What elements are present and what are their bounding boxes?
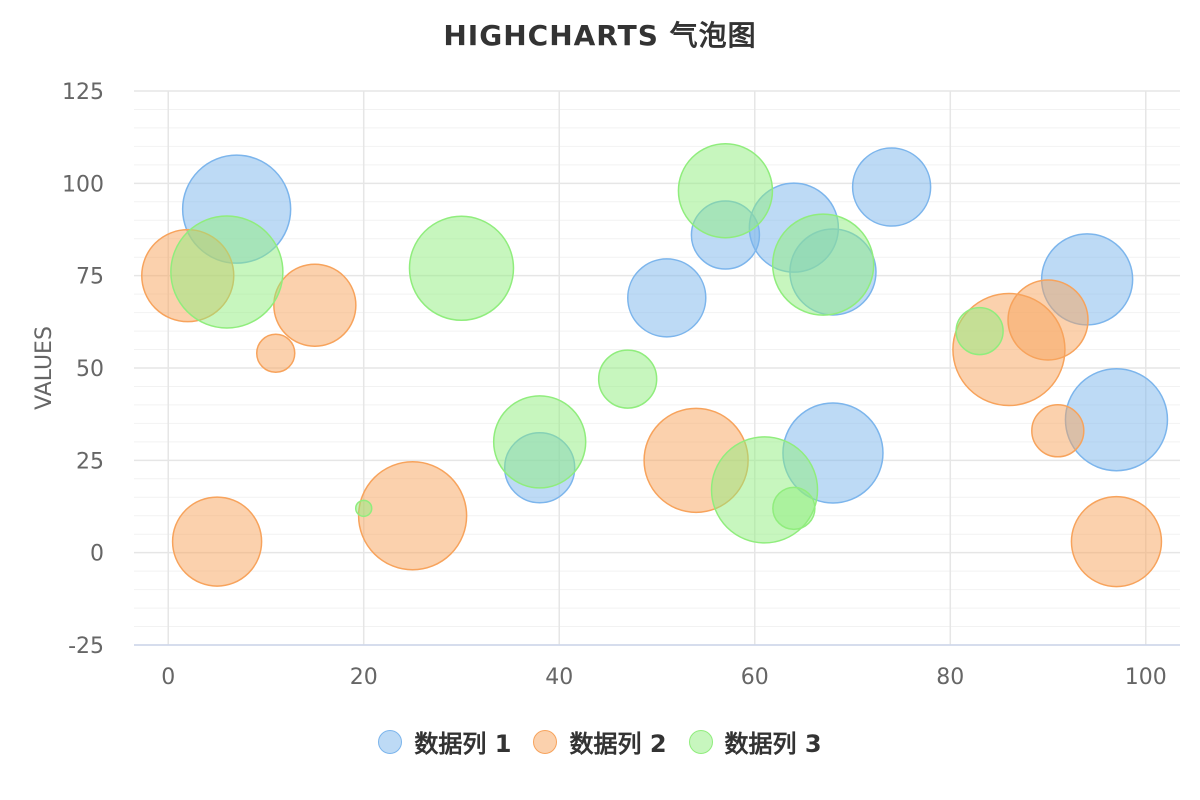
bubble-point (170, 215, 284, 329)
bubble-point (357, 460, 468, 571)
legend-label: 数据列 3 (724, 730, 822, 758)
legend-swatch (533, 729, 558, 754)
bubble-point (597, 349, 658, 409)
y-tick-label: 125 (62, 80, 104, 105)
bubble-point (171, 496, 263, 587)
x-tick-label: 20 (350, 665, 378, 690)
x-tick-label: 40 (545, 665, 573, 690)
bubble-point (851, 147, 932, 227)
chart-legend: 数据列 1 数据列 2 数据列 3 (0, 724, 1200, 759)
bubble-point (771, 213, 875, 316)
x-tick-label: 0 (161, 665, 175, 690)
legend-label: 数据列 1 (414, 730, 512, 758)
bubble-point (255, 333, 296, 373)
y-tick-label: 50 (76, 357, 104, 382)
x-tick-label: 100 (1125, 665, 1167, 690)
legend-item[interactable]: 数据列 2 (533, 724, 667, 759)
y-axis-title: VALUES (32, 326, 57, 410)
legend-swatch (688, 729, 713, 754)
y-tick-label: 25 (76, 449, 104, 474)
bubble-point (627, 258, 707, 338)
x-tick-label: 60 (741, 665, 769, 690)
bubble-point (955, 306, 1004, 356)
bubble-point (1070, 495, 1163, 588)
legend-label: 数据列 2 (569, 730, 667, 758)
bubble-point (408, 215, 515, 322)
bubble-point (1031, 404, 1085, 458)
y-tick-label: 75 (76, 265, 104, 290)
series-3 (170, 142, 1004, 544)
y-tick-label: 0 (90, 542, 104, 567)
x-tick-label: 80 (936, 665, 964, 690)
bubble-point (492, 395, 587, 489)
legend-item[interactable]: 数据列 1 (378, 724, 511, 759)
bubble-point (273, 263, 357, 347)
y-tick-label: 100 (62, 172, 104, 197)
chart-title: HIGHCHARTS 气泡图 (443, 19, 757, 52)
bubble-point (772, 486, 816, 531)
legend-item[interactable]: 数据列 3 (688, 724, 822, 759)
legend-swatch (378, 729, 403, 754)
bubble-point (354, 499, 373, 518)
bubble-point (677, 142, 774, 239)
bubble-point (1007, 279, 1089, 361)
y-tick-label: -25 (68, 634, 104, 659)
